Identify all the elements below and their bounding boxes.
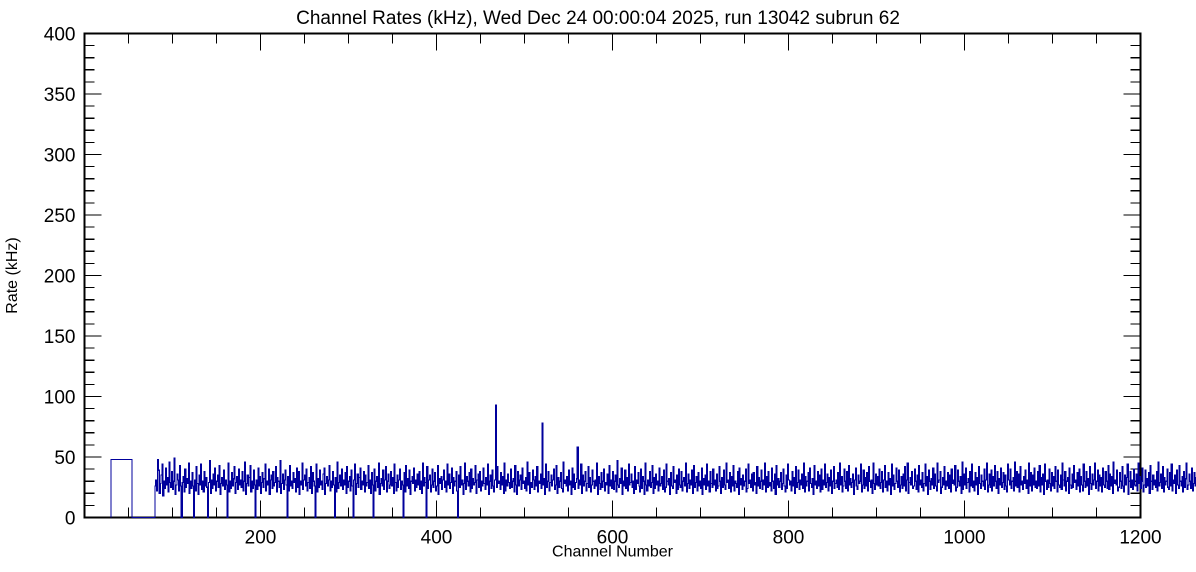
y-tick-label: 100	[44, 388, 76, 409]
plot-frame	[83, 32, 1142, 519]
x-tick-label: 1000	[943, 528, 985, 549]
y-tick-label: 0	[65, 509, 76, 530]
x-tick-label: 1200	[1119, 528, 1161, 549]
x-tick-label: 200	[245, 528, 277, 549]
x-tick-label: 400	[421, 528, 453, 549]
x-axis-title: Channel Number	[552, 544, 674, 561]
y-axis-title: Rate (kHz)	[4, 237, 21, 313]
axis-tick-labels: 0 50 100 150 200 250 300 350 400 200 400 600 800 1000…	[44, 25, 1162, 549]
rate-data-series	[110, 404, 1196, 519]
y-tick-label: 300	[44, 146, 76, 167]
y-tick-label: 350	[44, 85, 76, 106]
y-tick-label: 50	[54, 448, 75, 469]
x-tick-label: 600	[597, 528, 629, 549]
y-tick-label: 150	[44, 327, 76, 348]
y-tick-label: 400	[44, 25, 76, 46]
x-tick-label: 800	[773, 528, 805, 549]
chart-title: Channel Rates (kHz), Wed Dec 24 00:00:04…	[296, 8, 900, 29]
axis-ticks	[83, 32, 1142, 519]
y-tick-label: 200	[44, 267, 76, 288]
y-tick-label: 250	[44, 206, 76, 227]
